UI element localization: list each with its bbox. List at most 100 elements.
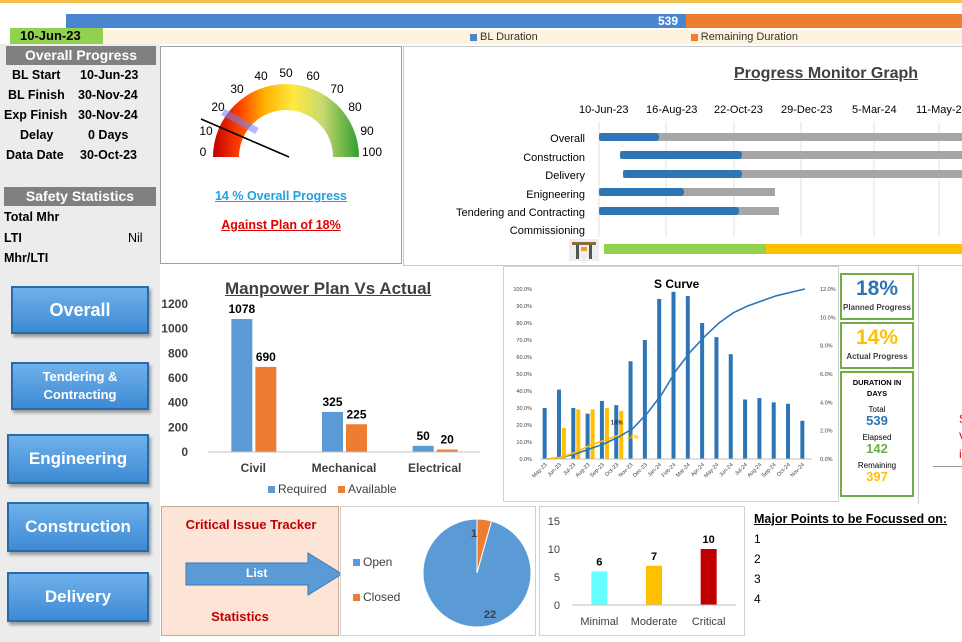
- manpower-ytick: 600: [168, 371, 188, 385]
- nav-delivery-button[interactable]: Delivery: [7, 572, 149, 622]
- pm-bar-overall-plan: [599, 133, 962, 141]
- scurve-planned-bar: [728, 354, 733, 459]
- severity-panel: 15 10 5 0 6 Minimal 7 Moderate 10 Critical: [539, 506, 745, 636]
- manpower-title: Manpower Plan Vs Actual: [225, 279, 432, 298]
- pm-bar-tendering-actual: [599, 207, 739, 215]
- timeline-date: 10-Jun-23: [10, 28, 103, 44]
- scurve-left-tick: 60.0%: [516, 355, 532, 361]
- manpower-ytick: 400: [168, 396, 188, 410]
- scurve-month-label: May-23: [531, 462, 548, 479]
- scurve-planned-bar: [585, 413, 590, 459]
- open-legend-swatch: [353, 559, 360, 567]
- major-point-2: 2: [754, 552, 761, 566]
- pm-date-0: 10-Jun-23: [579, 104, 629, 116]
- scurve-right-tick: 12.0%: [820, 287, 836, 293]
- scurve-left-tick: 0.0%: [519, 457, 532, 463]
- severity-category-label: Critical: [692, 616, 726, 628]
- exp-finish-value: 30-Nov-24: [78, 108, 138, 122]
- manpower-data-label: 50: [416, 429, 430, 443]
- scurve-left-tick: 30.0%: [516, 406, 532, 412]
- nav-construction-button[interactable]: Construction: [7, 502, 149, 552]
- gauge-tick-100: 100: [362, 145, 382, 159]
- required-legend-label: Required: [278, 482, 327, 496]
- top-accent-line: [0, 0, 962, 3]
- bl-finish-value: 30-Nov-24: [78, 88, 138, 102]
- issue-tracker-panel: Critical Issue Tracker List Statistics: [161, 506, 343, 636]
- scurve-chart: 100.0% 90.0% 80.0% 70.0% 60.0% 50.0% 40.0% 30.0…: [513, 287, 836, 479]
- issue-tracker-title: Critical Issue Tracker: [185, 517, 317, 532]
- issue-pie-panel: Open Closed 1 22: [340, 506, 536, 636]
- gauge-panel: 0 10 20 30 40 50 60 70 80 90 100 14 % Ov…: [160, 46, 402, 264]
- nav-engineering-button[interactable]: Engineering: [7, 434, 149, 484]
- right-clipped-text-1: S: [959, 412, 962, 426]
- manpower-category-label: Civil: [241, 461, 266, 475]
- actual-progress-value: 14%: [855, 326, 899, 349]
- issue-statistics-label[interactable]: Statistics: [211, 609, 269, 624]
- pm-gridlines: [598, 122, 940, 237]
- remaining-days-value: 397: [866, 469, 888, 484]
- severity-bar-moderate: [646, 565, 662, 605]
- scurve-left-tick: 80.0%: [516, 321, 532, 327]
- scurve-month-label: May-24: [703, 462, 720, 479]
- nav-tendering-button[interactable]: Tendering & Contracting: [11, 362, 149, 410]
- manpower-ytick: 1000: [161, 322, 188, 336]
- scurve-month-label: Aug-24: [747, 462, 764, 479]
- timeline-bar: 539: [66, 14, 962, 28]
- bl-duration-bar: 539: [66, 14, 686, 28]
- bl-duration-value: 539: [657, 14, 678, 28]
- available-legend-label: Available: [348, 482, 397, 496]
- gauge-plan-marker: [221, 108, 259, 135]
- severity-chart: 15 10 5 0 6 Minimal 7 Moderate 10 Critical: [548, 516, 736, 628]
- progress-gauge: 0 10 20 30 40 50 60 70 80 90 100: [199, 66, 382, 159]
- pm-bar-engineering-plan: [599, 188, 775, 196]
- scurve-left-tick: 50.0%: [516, 372, 532, 378]
- major-point-3: 3: [754, 572, 761, 586]
- delay-value: 0 Days: [88, 128, 129, 142]
- pm-bar-delivery-plan: [623, 170, 962, 178]
- scurve-month-label: Dec-23: [632, 462, 649, 479]
- scurve-right-tick: 2.0%: [820, 429, 833, 435]
- scurve-planned-bar: [700, 323, 705, 459]
- pie-open-label: 22: [484, 609, 496, 621]
- right-clipped-rule: [933, 466, 962, 467]
- scurve-left-tick: 40.0%: [516, 389, 532, 395]
- gauge-tick-90: 90: [360, 124, 374, 138]
- scurve-month-label: Jun-23: [547, 462, 563, 478]
- scurve-title: S Curve: [654, 277, 700, 291]
- manpower-legend: Required Available: [268, 482, 397, 496]
- closed-legend-swatch: [353, 594, 360, 602]
- severity-bar-minimal: [591, 571, 608, 605]
- major-points-panel: Major Points to be Focussed on: 1 2 3 4: [748, 506, 962, 636]
- scurve-actual-bar: [590, 409, 595, 459]
- scurve-planned-bar: [556, 389, 561, 459]
- manpower-bar-required: [231, 319, 253, 452]
- scurve-actual-bar: [576, 409, 581, 459]
- required-legend-swatch: [268, 486, 275, 494]
- scurve-actual-line: [547, 434, 620, 460]
- scurve-planned-bar: [757, 398, 762, 459]
- scurve-month-label: Mar-24: [675, 462, 692, 479]
- pm-bar-engineering-actual: [599, 188, 684, 196]
- scurve-right-tick: 8.0%: [820, 344, 833, 350]
- duration-title: DURATION IN DAYS: [852, 378, 902, 398]
- scurve-right-tick: 0.0%: [820, 457, 833, 463]
- manpower-bar-available: [255, 366, 277, 452]
- right-clipped-panel: S V i: [918, 266, 962, 504]
- manpower-bar-available: [436, 449, 458, 452]
- pm-row-overall: Overall: [550, 133, 585, 145]
- timeline-legend-strip: [103, 30, 962, 44]
- issue-list-arrow[interactable]: List: [184, 551, 344, 597]
- manpower-data-label: 20: [440, 433, 454, 447]
- pie-slice-open: [422, 518, 532, 628]
- manpower-data-label: 225: [346, 407, 366, 421]
- manpower-category-label: Mechanical: [312, 461, 377, 475]
- scurve-planned-bar: [571, 408, 576, 459]
- severity-ytick: 15: [548, 516, 560, 528]
- planned-progress-label: Planned Progress: [842, 303, 912, 312]
- mhr-lti-label: Mhr/LTI: [4, 251, 49, 265]
- nav-overall-button[interactable]: Overall: [11, 286, 149, 334]
- pm-row-construction: Construction: [523, 152, 585, 164]
- scurve-right-tick: 10.0%: [820, 315, 836, 321]
- gauge-tick-60: 60: [306, 69, 320, 83]
- major-points-title: Major Points to be Focussed on:: [754, 512, 948, 526]
